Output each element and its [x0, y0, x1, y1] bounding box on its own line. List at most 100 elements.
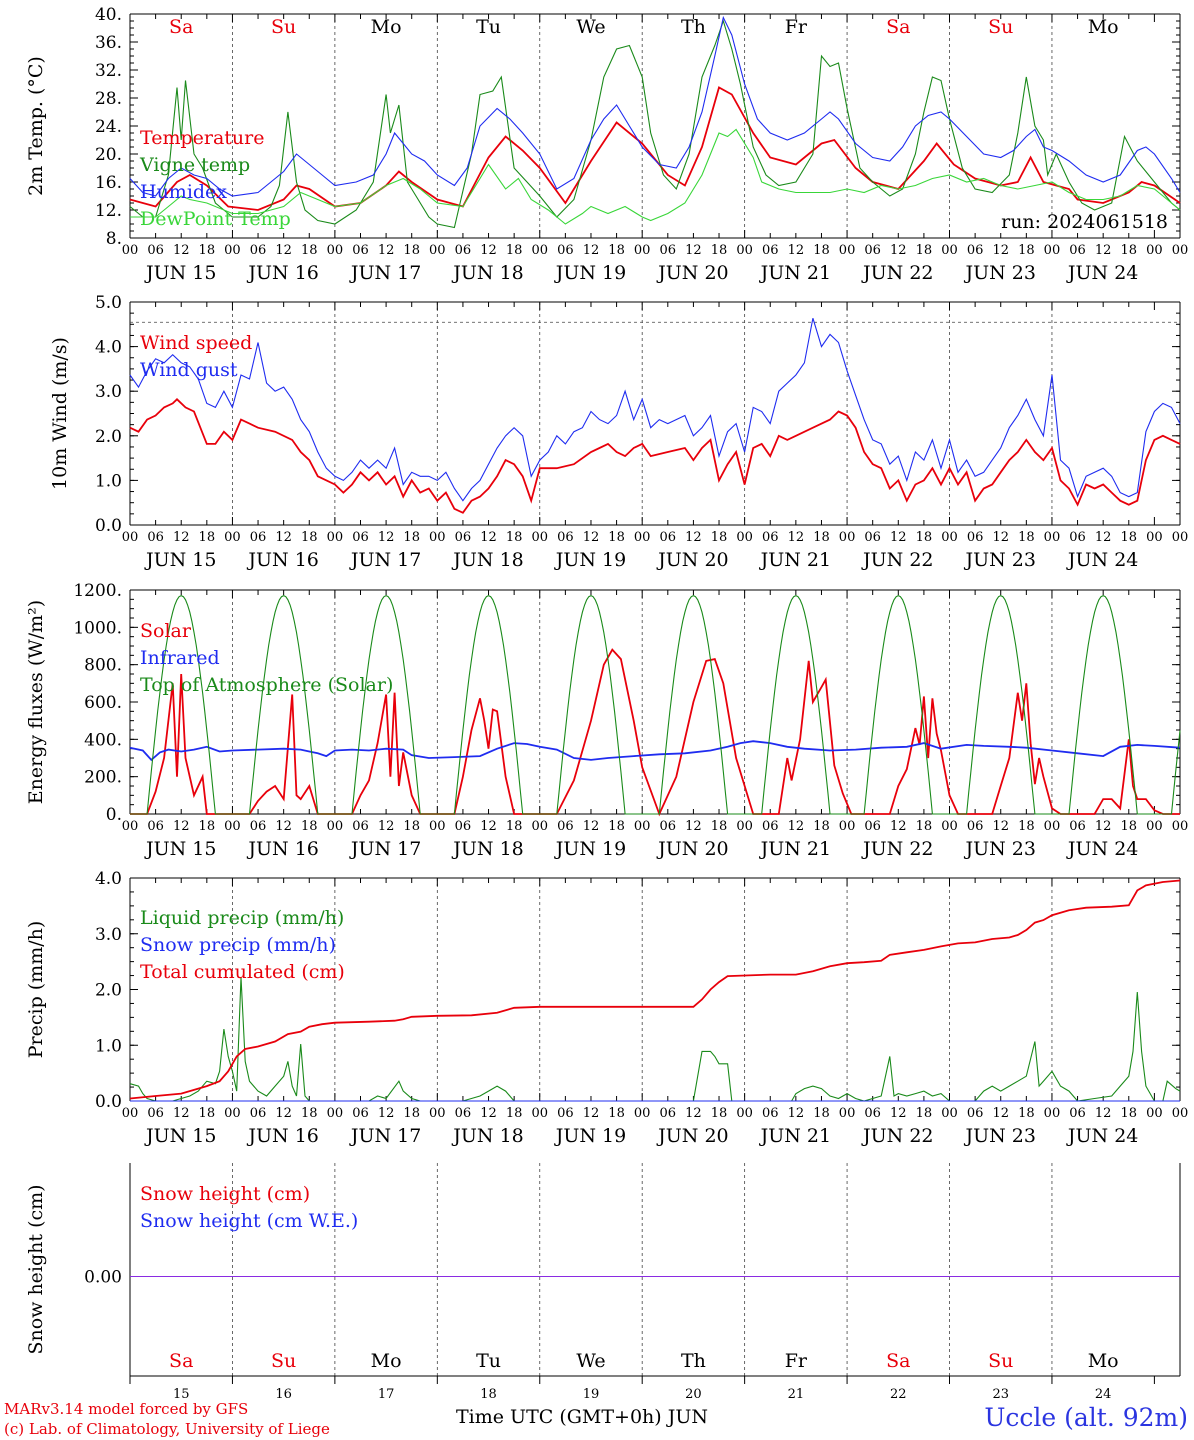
hour-tick-label: 12: [173, 819, 190, 834]
y-tick-label: 5.0: [95, 293, 122, 313]
y-tick-label: 32.: [95, 61, 122, 81]
y-tick-label: 36.: [95, 33, 122, 53]
hour-tick-label: 18: [608, 243, 625, 258]
panel-4: [129, 877, 1181, 1102]
hour-tick-label: 18: [199, 243, 216, 258]
hour-tick-label: 06: [147, 243, 164, 258]
day-label: JUN 16: [246, 1125, 318, 1147]
hour-tick-label: 00: [429, 1106, 446, 1121]
hour-tick-label: 18: [813, 819, 830, 834]
hour-tick-label: 12: [685, 530, 702, 545]
weekday-label: Su: [271, 1350, 296, 1372]
y-tick-label: 1.0: [95, 471, 122, 491]
hour-tick-label: 12: [788, 243, 805, 258]
day-label: JUN 18: [451, 262, 523, 284]
day-label: JUN 24: [1066, 1125, 1138, 1147]
hour-tick-label: 18: [916, 530, 933, 545]
hour-tick-label: 00: [839, 819, 856, 834]
y-tick-label: 0.0: [95, 516, 122, 536]
hour-tick-label: 00: [839, 1106, 856, 1121]
hour-tick-label: 00: [941, 819, 958, 834]
hour-tick-label: 06: [557, 243, 574, 258]
series-line-humidex: [129, 15, 1181, 197]
hour-tick-label: 12: [480, 243, 497, 258]
legend-entry: Vigne temp: [139, 154, 250, 176]
weekday-label: Mo: [1088, 1350, 1119, 1372]
hour-tick-label: 00: [122, 819, 139, 834]
hour-tick-label: 00: [941, 243, 958, 258]
legend-entry: Wind speed: [140, 332, 252, 354]
hour-tick-label: 06: [557, 530, 574, 545]
y-tick-label: 0.: [106, 805, 122, 825]
hour-tick-label: 06: [864, 819, 881, 834]
hour-tick-label: 00: [429, 819, 446, 834]
day-number: 17: [378, 1387, 395, 1402]
hour-tick-label: 06: [762, 530, 779, 545]
y-tick-label: 0.00: [84, 1268, 122, 1288]
y-tick-label: 200.: [84, 768, 122, 788]
hour-tick-label: 00: [634, 1106, 651, 1121]
hour-tick-label: 18: [813, 1106, 830, 1121]
hour-tick-label: 00: [224, 1106, 241, 1121]
y-tick-label: 800.: [84, 656, 122, 676]
hour-tick-label: 00: [1172, 1106, 1189, 1121]
hour-tick-label: 12: [275, 819, 292, 834]
series-line-vigne-temp: [129, 19, 1181, 229]
hour-tick-label: 18: [813, 243, 830, 258]
hour-tick-label: 12: [1095, 819, 1112, 834]
day-label: JUN 21: [759, 262, 831, 284]
hour-tick-label: 06: [147, 819, 164, 834]
weekday-label: Mo: [1088, 16, 1119, 38]
hour-tick-label: 12: [480, 819, 497, 834]
hour-tick-label: 18: [1018, 243, 1035, 258]
day-label: JUN 20: [656, 262, 728, 284]
hour-tick-label: 00: [736, 243, 753, 258]
hour-tick-label: 12: [890, 243, 907, 258]
weekday-label: Th: [681, 16, 706, 38]
day-label: JUN 21: [759, 838, 831, 860]
hour-tick-label: 18: [301, 1106, 318, 1121]
day-label: JUN 22: [861, 549, 933, 571]
hour-tick-label: 12: [583, 1106, 600, 1121]
hour-tick-label: 18: [711, 1106, 728, 1121]
day-label: JUN 23: [963, 262, 1035, 284]
hour-tick-label: 12: [275, 243, 292, 258]
day-label: JUN 18: [451, 549, 523, 571]
y-tick-label: 600.: [84, 693, 122, 713]
hour-tick-label: 18: [1018, 819, 1035, 834]
hour-tick-label: 12: [275, 530, 292, 545]
hour-tick-label: 12: [685, 243, 702, 258]
day-label: JUN 16: [246, 549, 318, 571]
hour-tick-label: 18: [711, 819, 728, 834]
hour-tick-label: 00: [839, 243, 856, 258]
y-tick-label: 1000.: [73, 618, 122, 638]
hour-tick-label: 12: [480, 1106, 497, 1121]
hour-tick-label: 06: [250, 1106, 267, 1121]
hour-tick-label: 06: [967, 243, 984, 258]
hour-tick-label: 06: [352, 819, 369, 834]
day-number: 20: [685, 1387, 702, 1402]
series-line-liquid-precip-mm-h-: [129, 977, 1181, 1102]
hour-tick-label: 12: [992, 530, 1009, 545]
weekday-label: Su: [988, 16, 1013, 38]
hour-tick-label: 00: [531, 819, 548, 834]
hour-tick-label: 18: [199, 530, 216, 545]
hour-tick-label: 18: [1018, 1106, 1035, 1121]
y-axis-label: 10m Wind (m/s): [49, 337, 71, 490]
series-line-top-of-atmosphere-solar-: [130, 594, 1181, 815]
weekday-label: We: [576, 1350, 605, 1372]
hour-tick-label: 00: [634, 243, 651, 258]
day-label: JUN 21: [759, 1125, 831, 1147]
hour-tick-label: 12: [583, 530, 600, 545]
hour-tick-label: 06: [1069, 530, 1086, 545]
hour-tick-label: 00: [122, 1106, 139, 1121]
weekday-label: Fr: [785, 16, 808, 38]
day-label: JUN 20: [656, 1125, 728, 1147]
weekday-label: Sa: [886, 1350, 910, 1372]
hour-tick-label: 18: [403, 819, 420, 834]
legend-entry: Humidex: [140, 181, 227, 203]
day-label: JUN 19: [554, 549, 626, 571]
hour-tick-label: 18: [1121, 1106, 1138, 1121]
y-tick-label: 1.0: [95, 1036, 122, 1056]
day-label: JUN 18: [451, 838, 523, 860]
